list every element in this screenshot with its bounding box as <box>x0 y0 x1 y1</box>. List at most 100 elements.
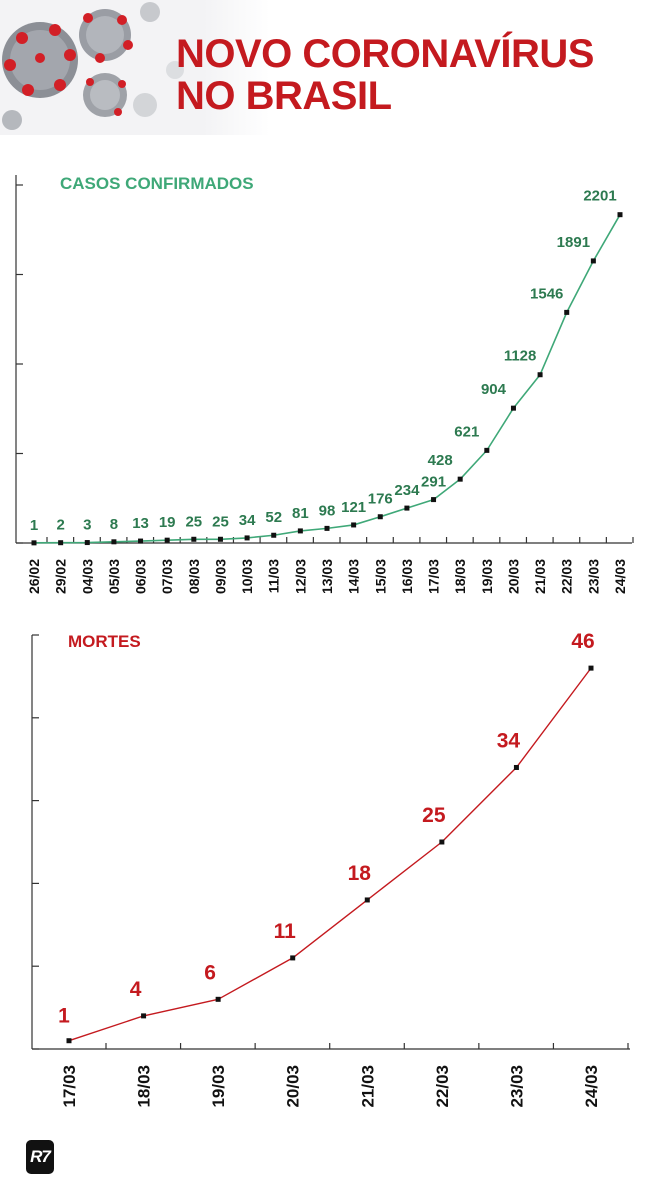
cases-data-label: 234 <box>394 482 420 499</box>
cases-data-label: 621 <box>454 423 479 440</box>
cases-x-tick-label: 08/03 <box>186 559 202 594</box>
deaths-x-tick-label: 21/03 <box>358 1065 377 1108</box>
cases-data-label: 291 <box>421 474 446 491</box>
cases-x-tick-label: 26/02 <box>26 559 42 594</box>
deaths-x-tick-label: 24/03 <box>582 1065 601 1108</box>
cases-x-tick-label: 09/03 <box>212 559 228 594</box>
cases-x-tick-label: 23/03 <box>585 559 601 594</box>
cases-data-point <box>457 476 463 482</box>
cases-x-tick-label: 19/03 <box>479 559 495 594</box>
cases-x-tick-label: 11/03 <box>266 559 282 593</box>
deaths-data-label: 18 <box>348 862 372 885</box>
cases-data-label: 1 <box>30 517 38 534</box>
cases-data-point <box>58 540 64 546</box>
page-title-line-2: NO BRASIL <box>176 74 392 118</box>
cases-x-tick-label: 21/03 <box>532 559 548 594</box>
cases-data-label: 81 <box>292 505 309 522</box>
deaths-data-label: 25 <box>422 804 446 827</box>
cases-data-label: 25 <box>185 513 202 530</box>
cases-x-tick-label: 14/03 <box>346 559 362 594</box>
cases-data-label: 1546 <box>530 285 563 302</box>
cases-x-tick-label: 10/03 <box>239 559 255 594</box>
cases-data-label: 8 <box>110 516 118 533</box>
cases-data-point <box>324 525 330 531</box>
deaths-series-line <box>68 667 592 1042</box>
cases-data-point <box>217 536 223 542</box>
deaths-data-point <box>364 897 370 903</box>
cases-data-point <box>404 505 410 511</box>
deaths-data-point <box>513 764 519 770</box>
cases-data-point <box>191 536 197 542</box>
deaths-data-label: 6 <box>204 961 216 984</box>
deaths-data-point <box>439 839 445 845</box>
cases-data-label: 13 <box>132 515 149 532</box>
cases-chart-title: CASOS CONFIRMADOS <box>60 174 254 193</box>
deaths-data-point <box>588 665 594 671</box>
cases-data-label: 121 <box>341 499 366 516</box>
header: NOVO CORONAVÍRUS NO BRASIL <box>0 0 660 135</box>
cases-data-point <box>138 538 144 544</box>
page-title-line-1: NOVO CORONAVÍRUS <box>176 32 594 76</box>
deaths-x-tick-label: 20/03 <box>284 1065 303 1108</box>
cases-data-point <box>164 537 170 543</box>
cases-data-label: 52 <box>265 509 282 526</box>
cases-x-tick-label: 17/03 <box>426 559 442 594</box>
coronavirus-illustration <box>0 0 270 135</box>
cases-data-point <box>84 540 90 546</box>
cases-data-point <box>351 522 357 528</box>
cases-x-tick-label: 29/02 <box>53 559 69 594</box>
cases-chart: CASOS CONFIRMADOS 1 2 3 8 13 19 25 25 34 52 81 98 12… <box>15 174 634 594</box>
cases-data-label: 1128 <box>504 348 537 365</box>
deaths-chart-title: MORTES <box>68 632 141 651</box>
deaths-x-tick-label: 22/03 <box>433 1065 452 1108</box>
deaths-x-tick-label: 19/03 <box>209 1065 228 1108</box>
cases-x-tick-label: 15/03 <box>372 559 388 594</box>
cases-data-point <box>31 540 37 546</box>
cases-data-point <box>510 405 516 411</box>
cases-data-label: 1891 <box>557 234 590 251</box>
deaths-data-point <box>141 1013 147 1019</box>
cases-data-point <box>244 535 250 541</box>
cases-data-point <box>271 532 277 538</box>
cases-data-label: 19 <box>159 514 176 531</box>
cases-x-tick-label: 18/03 <box>452 559 468 594</box>
deaths-data-label: 11 <box>274 920 297 943</box>
cases-x-tick-label: 22/03 <box>559 559 575 594</box>
cases-data-label: 428 <box>428 452 453 469</box>
cases-data-point <box>617 212 623 218</box>
cases-data-label: 904 <box>481 381 507 398</box>
cases-data-point <box>590 258 596 264</box>
cases-data-label: 25 <box>212 513 229 530</box>
deaths-data-label: 1 <box>58 1005 70 1028</box>
cases-x-tick-label: 04/03 <box>79 559 95 594</box>
cases-data-point <box>431 497 437 503</box>
cases-x-tick-label: 12/03 <box>292 559 308 594</box>
cases-x-tick-label: 06/03 <box>133 559 149 594</box>
deaths-data-point <box>215 996 221 1002</box>
deaths-data-point <box>290 955 296 961</box>
cases-data-point <box>111 539 117 545</box>
cases-series-line <box>33 214 621 544</box>
deaths-x-tick-label: 23/03 <box>507 1065 526 1108</box>
cases-x-tick-label: 05/03 <box>106 559 122 594</box>
deaths-data-point <box>66 1038 72 1044</box>
cases-data-label: 98 <box>319 502 336 519</box>
cases-x-tick-label: 07/03 <box>159 559 175 594</box>
cases-x-tick-label: 24/03 <box>612 559 628 594</box>
cases-data-label: 3 <box>83 517 91 534</box>
cases-data-label: 34 <box>239 512 256 529</box>
cases-x-tick-label: 13/03 <box>319 559 335 594</box>
cases-data-point <box>297 528 303 534</box>
deaths-x-tick-label: 18/03 <box>135 1065 154 1108</box>
cases-data-label: 2 <box>56 517 64 534</box>
deaths-data-label: 34 <box>497 729 521 752</box>
cases-data-point <box>564 309 570 315</box>
deaths-data-label: 4 <box>130 978 142 1001</box>
cases-data-point <box>484 447 490 453</box>
cases-x-tick-label: 20/03 <box>505 559 521 594</box>
cases-data-point <box>537 372 543 378</box>
deaths-data-label: 46 <box>571 630 594 653</box>
cases-data-point <box>377 514 383 520</box>
deaths-x-tick-label: 17/03 <box>60 1065 79 1108</box>
